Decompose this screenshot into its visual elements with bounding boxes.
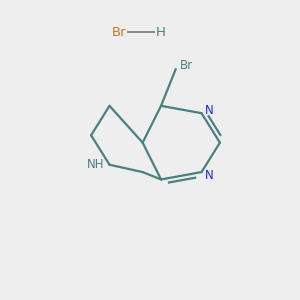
Text: H: H bbox=[156, 26, 166, 39]
Text: NH: NH bbox=[87, 158, 104, 171]
Text: Br: Br bbox=[179, 59, 193, 72]
Text: Br: Br bbox=[111, 26, 126, 39]
Text: N: N bbox=[205, 169, 214, 182]
Text: N: N bbox=[205, 104, 214, 117]
